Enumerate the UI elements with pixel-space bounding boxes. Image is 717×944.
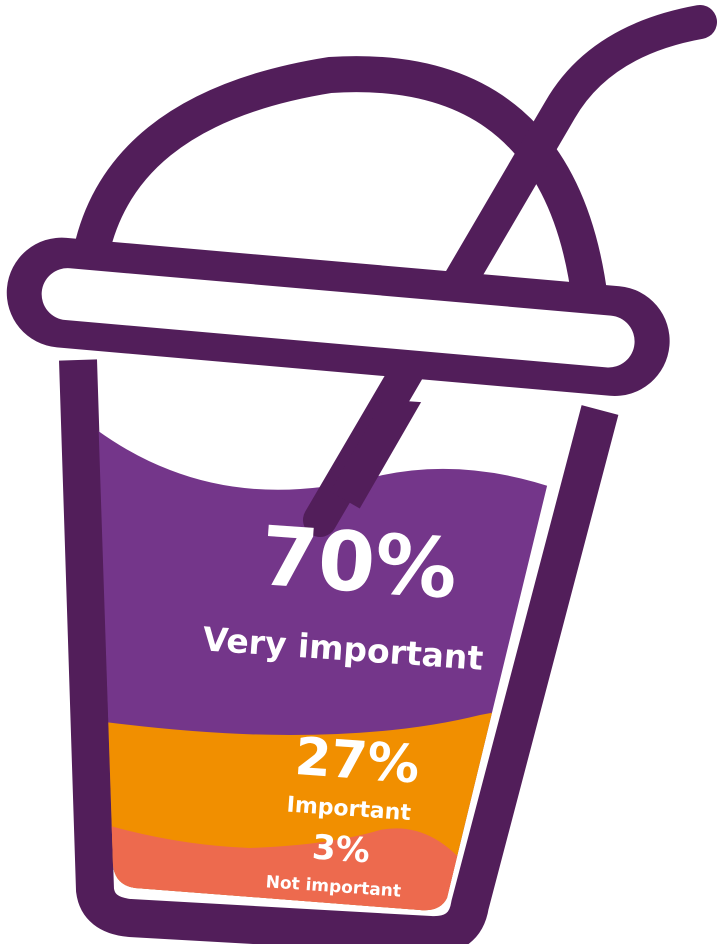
value-label: 27% [293, 727, 421, 796]
straw [303, 5, 717, 537]
liquid [97, 425, 560, 911]
lid [6, 237, 670, 396]
value-label: 70% [258, 509, 460, 617]
cup-dome [70, 56, 608, 303]
value-label: 3% [311, 827, 371, 871]
